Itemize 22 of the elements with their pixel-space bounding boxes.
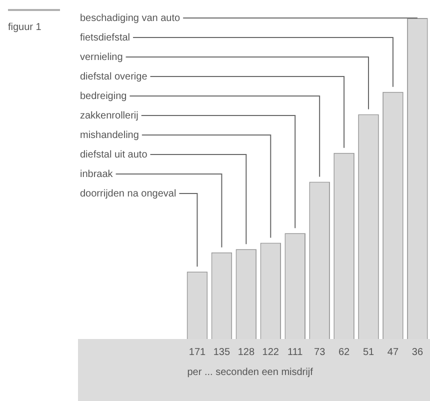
text: diefstal uit auto bbox=[80, 149, 148, 160]
text: diefstal overige bbox=[80, 71, 148, 82]
x-tick-label: 62 bbox=[338, 346, 350, 358]
x-tick-label: 47 bbox=[387, 346, 399, 358]
x-tick-label: 135 bbox=[213, 346, 230, 358]
text: fietsdiefstal bbox=[80, 32, 130, 44]
text: figuur 1 bbox=[8, 22, 42, 33]
text: inbraak bbox=[80, 168, 114, 180]
x-tick-label: 51 bbox=[362, 346, 375, 358]
x-axis-title: per ... seconden een misdrijf bbox=[187, 366, 314, 378]
text: vernieling bbox=[80, 52, 123, 63]
x-tick-label: 36 bbox=[412, 346, 424, 358]
text: mishandeling bbox=[80, 130, 139, 141]
x-tick-label: 73 bbox=[314, 346, 326, 358]
text: doorrijden na ongeval bbox=[80, 188, 176, 200]
text: bedreiging bbox=[80, 90, 127, 102]
x-tick-label: 122 bbox=[262, 346, 280, 358]
x-tick-label: 171 bbox=[188, 346, 206, 358]
x-tick-label: 111 bbox=[288, 346, 304, 358]
text: beschadiging van auto bbox=[80, 12, 181, 24]
x-tick-label: 128 bbox=[238, 346, 255, 358]
text: zakkenrollerij bbox=[80, 110, 138, 122]
